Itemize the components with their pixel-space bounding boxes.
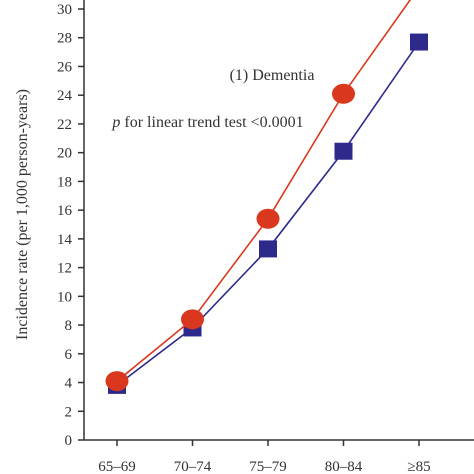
data-point-square — [410, 33, 428, 51]
trend-test-text: for linear trend test <0.0001 — [120, 114, 303, 131]
y-tick-label: 24 — [57, 88, 73, 104]
x-ticks: 65–69 70–74 75–79 80–84 ≥85 — [98, 440, 431, 474]
series-circle — [105, 0, 412, 392]
y-tick-label: 14 — [57, 232, 73, 248]
y-tick-label: 22 — [57, 117, 72, 133]
dementia-label: (1) Dementia — [230, 67, 315, 84]
series-line — [116, 0, 412, 382]
axes — [83, 0, 474, 441]
y-tick-label: 26 — [57, 59, 73, 75]
y-tick-label: 8 — [65, 318, 73, 334]
trend-p-symbol: p — [111, 114, 120, 131]
x-tick-label: 70–74 — [174, 459, 212, 474]
y-tick-label: 6 — [65, 347, 73, 363]
y-tick-label: 20 — [57, 146, 72, 162]
y-tick-label: 16 — [57, 203, 73, 219]
data-point-circle — [256, 208, 280, 229]
data-point-square — [334, 142, 353, 160]
y-tick-label: 2 — [65, 404, 73, 420]
series-layer — [105, 0, 428, 394]
x-tick-label: 75–79 — [249, 459, 287, 474]
y-tick-label: 30 — [57, 2, 72, 18]
data-point-circle — [105, 371, 129, 392]
data-point-circle — [181, 309, 204, 330]
y-tick-label: 4 — [65, 376, 73, 392]
x-tick-label: 80–84 — [325, 459, 363, 474]
y-tick-label: 28 — [57, 31, 72, 47]
data-point-square — [259, 240, 277, 258]
y-tick-label: 18 — [57, 174, 72, 190]
trend-test-annotation: p for linear trend test <0.0001 — [111, 114, 303, 131]
data-point-circle — [332, 83, 355, 104]
x-tick-label: 65–69 — [98, 459, 136, 474]
x-tick-label: ≥85 — [407, 459, 430, 474]
y-tick-label: 10 — [57, 289, 72, 305]
y-tick-label: 12 — [57, 261, 72, 277]
y-axis-title: Incidence rate (per 1,000 person-years) — [14, 89, 31, 340]
y-tick-label: 0 — [65, 433, 73, 449]
